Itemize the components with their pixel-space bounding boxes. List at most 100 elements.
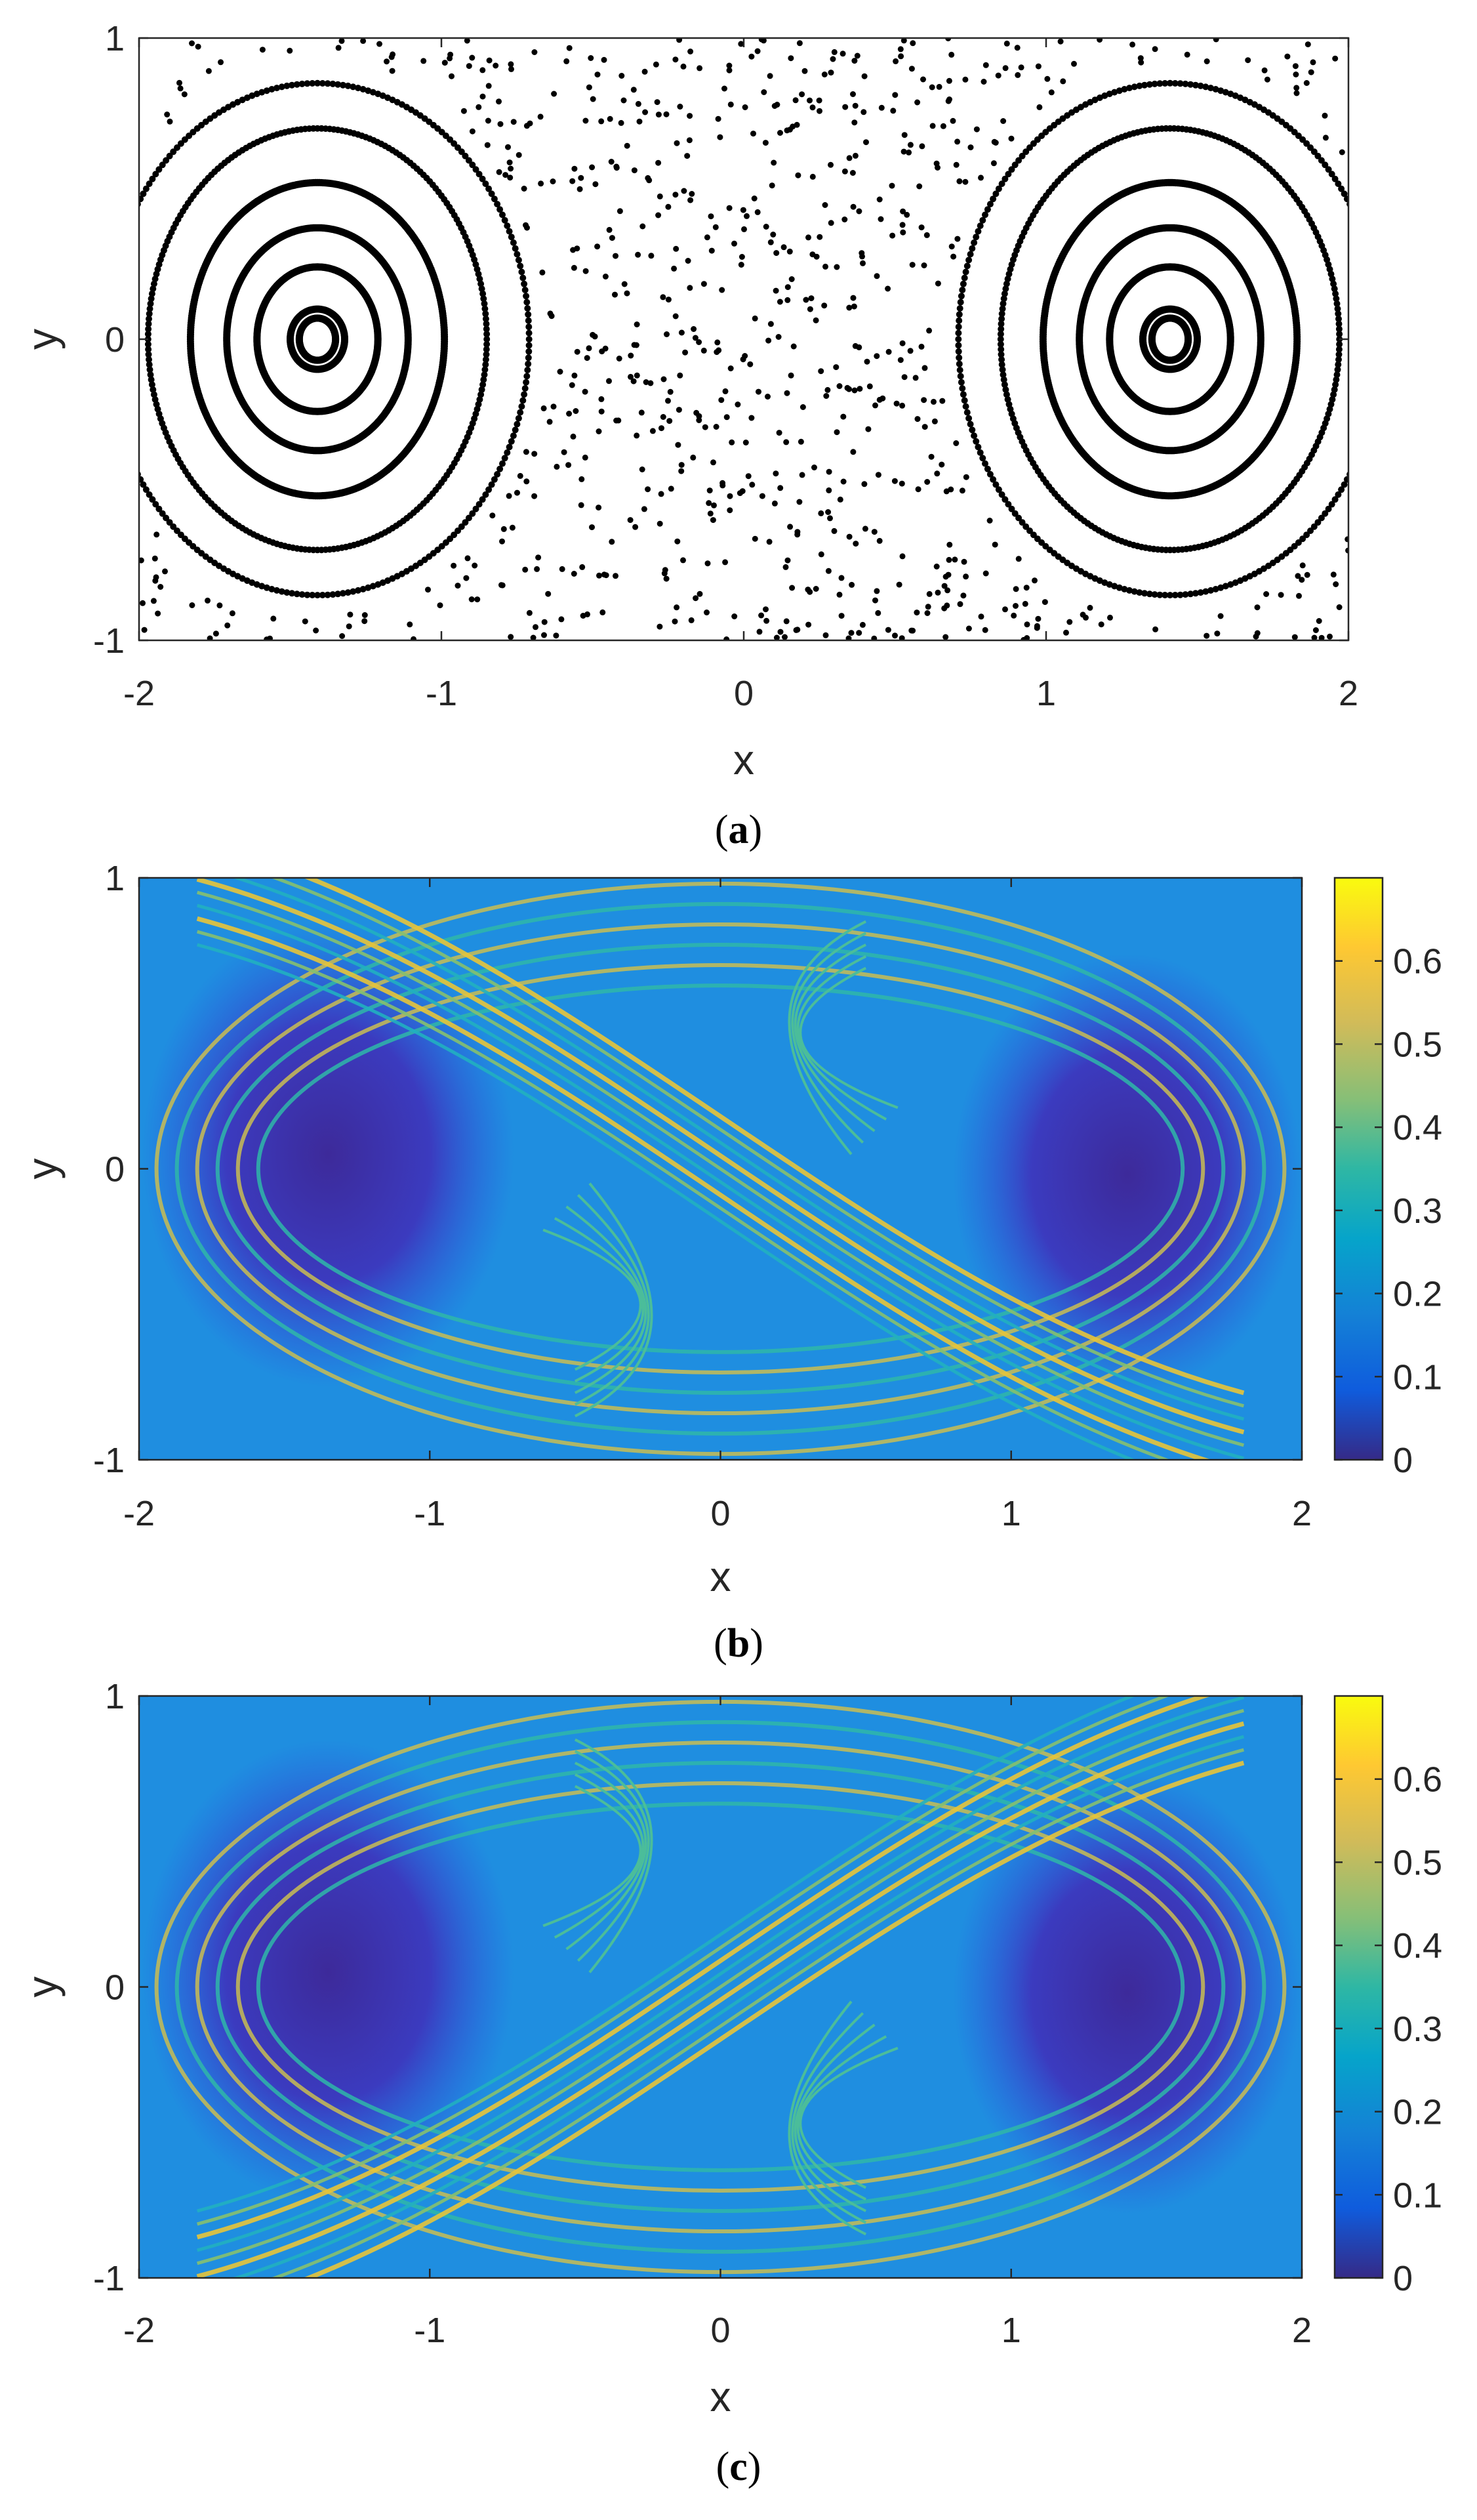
data-point: [181, 91, 188, 98]
data-point: [273, 587, 280, 594]
data-point: [697, 65, 703, 72]
data-point: [981, 79, 987, 85]
data-point: [921, 424, 928, 430]
data-point: [477, 280, 485, 287]
data-point: [479, 290, 487, 297]
data-point: [846, 533, 853, 540]
data-point: [1087, 604, 1093, 611]
data-point: [1373, 391, 1380, 398]
data-point: [334, 81, 342, 88]
data-point: [738, 262, 744, 268]
data-point: [957, 299, 964, 306]
data-point: [690, 454, 697, 461]
data-point: [1008, 135, 1015, 142]
torus-left-4: [186, 178, 449, 500]
data-point: [140, 481, 147, 488]
data-point: [463, 575, 470, 581]
data-point: [771, 500, 778, 506]
data-point: [149, 496, 156, 503]
data-point: [344, 589, 352, 596]
data-point: [914, 609, 920, 616]
data-point: [122, 228, 129, 235]
data-point: [925, 604, 931, 610]
data-point: [1138, 59, 1144, 66]
data-point: [479, 175, 486, 182]
data-point: [638, 409, 645, 416]
data-point: [526, 609, 533, 616]
data-point: [548, 313, 555, 320]
data-point: [1375, 379, 1382, 386]
data-point: [990, 160, 997, 167]
data-point: [809, 104, 816, 111]
data-point: [842, 104, 849, 110]
data-point: [350, 83, 357, 91]
data-point: [122, 444, 129, 450]
data-point: [104, 311, 110, 318]
data-point: [449, 73, 455, 79]
data-point: [681, 188, 687, 194]
data-point: [960, 592, 967, 599]
data-point: [1375, 385, 1381, 392]
data-point: [472, 166, 479, 173]
data-point: [483, 336, 491, 342]
data-point: [289, 81, 296, 89]
data-point: [875, 472, 881, 478]
data-point: [1371, 269, 1377, 276]
data-point: [346, 623, 352, 630]
data-point: [115, 421, 121, 428]
data-point: [807, 306, 813, 312]
data-point: [750, 131, 756, 137]
data-point: [1063, 629, 1069, 636]
data-point: [948, 486, 954, 493]
data-point: [872, 402, 878, 409]
data-point: [577, 186, 583, 192]
data-point: [517, 472, 523, 479]
data-point: [796, 499, 803, 505]
data-point: [852, 102, 859, 109]
data-point: [1378, 354, 1385, 361]
data-point: [1322, 112, 1328, 119]
data-point: [859, 621, 866, 628]
data-point: [1015, 72, 1021, 78]
data-point: [824, 386, 831, 393]
data-point: [152, 171, 159, 178]
data-point: [954, 138, 961, 145]
data-point: [697, 590, 703, 597]
data-point: [531, 49, 538, 55]
plot-area: [104, 38, 1385, 640]
data-point: [634, 372, 640, 379]
data-point: [313, 627, 319, 634]
data-point: [921, 365, 928, 371]
data-point: [482, 316, 489, 322]
data-point: [521, 186, 527, 192]
data-point: [598, 118, 605, 125]
data-point: [523, 379, 530, 386]
data-point: [731, 613, 738, 619]
data-point: [944, 602, 950, 609]
data-point: [447, 55, 453, 62]
data-point: [469, 128, 475, 134]
data-point: [304, 591, 311, 598]
data-point: [1071, 60, 1077, 67]
data-point: [928, 453, 935, 460]
data-point: [482, 356, 489, 363]
data-point: [602, 274, 609, 279]
data-point: [340, 337, 348, 344]
data-point: [846, 155, 853, 161]
data-point: [479, 67, 486, 73]
data-point: [145, 320, 152, 327]
data-point: [700, 347, 707, 354]
data-point: [816, 97, 822, 104]
data-point: [822, 632, 829, 638]
data-point: [929, 123, 936, 129]
data-point: [484, 142, 491, 148]
data-point: [672, 313, 679, 320]
data-point: [1339, 149, 1345, 155]
data-point: [790, 343, 797, 350]
data-point: [767, 73, 773, 79]
data-point: [965, 257, 973, 264]
data-point: [566, 45, 573, 51]
data-point: [667, 388, 674, 395]
data-point: [499, 211, 506, 218]
data-point: [152, 577, 159, 584]
